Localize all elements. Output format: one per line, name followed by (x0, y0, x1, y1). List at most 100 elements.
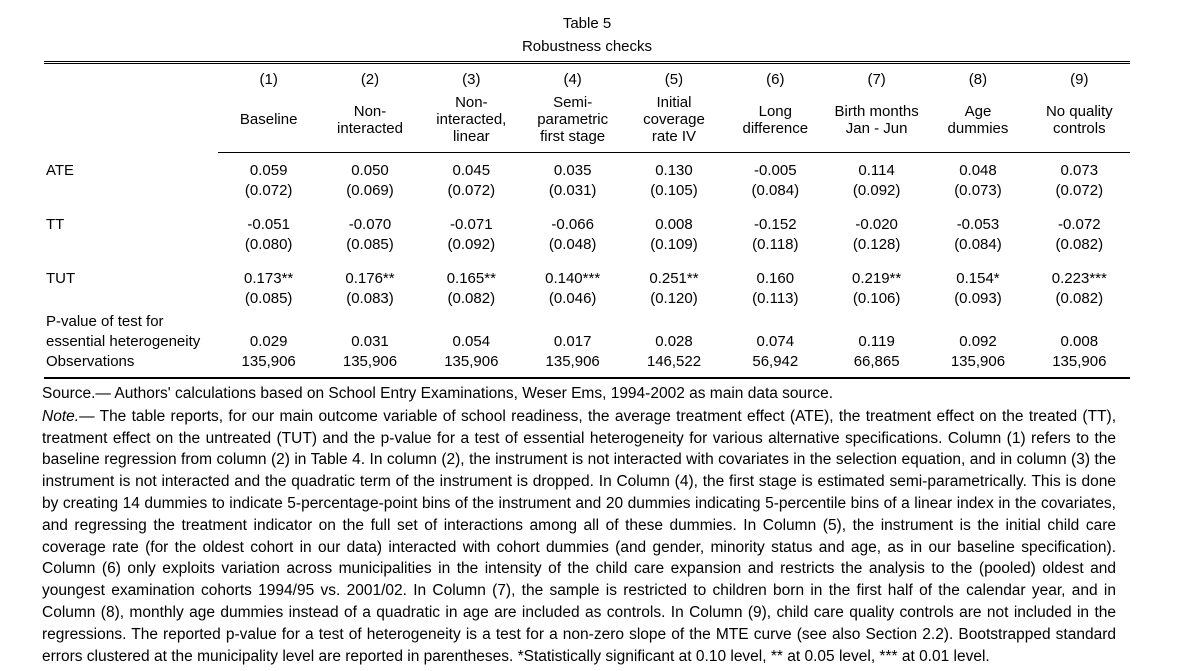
table-row-tut-estimates: TUT 0.173** 0.176** 0.165** 0.140*** 0.2… (44, 269, 1130, 289)
column-number: (8) (927, 61, 1029, 92)
estimate-cell: 0.219** (852, 270, 902, 287)
stderr-cell: (0.031) (548, 182, 597, 199)
stderr-cell: (0.082) (1055, 236, 1104, 253)
estimate-cell: 0.251** (649, 270, 699, 287)
stderr-cell: (0.072) (447, 182, 496, 199)
column-header: Age dummies (927, 92, 1029, 153)
column-header: Baseline (218, 92, 320, 153)
column-number: (3) (420, 61, 522, 92)
stderr-cell: (0.118) (752, 236, 799, 253)
stderr-cell: (0.092) (852, 182, 901, 199)
stderr-cell: (0.084) (751, 182, 800, 199)
stderr-cell: (0.082) (447, 290, 496, 307)
estimate-cell: 0.035 (553, 162, 592, 179)
stderr-cell: (0.069) (346, 182, 394, 199)
stderr-cell: (0.093) (954, 290, 1002, 307)
estimate-cell: 0.160 (756, 270, 795, 287)
observations-cell: 135,906 (521, 352, 624, 379)
stderr-cell: (0.072) (244, 182, 293, 199)
estimate-cell: -0.020 (855, 216, 898, 233)
estimate-cell: 0.045 (452, 162, 491, 179)
pvalue-cell: 0.029 (249, 333, 288, 350)
stderr-cell: (0.105) (650, 182, 698, 199)
estimate-cell: 0.140*** (545, 270, 601, 287)
estimate-cell: -0.053 (956, 216, 1000, 233)
stderr-cell: (0.113) (752, 290, 799, 307)
estimate-cell: 0.050 (351, 162, 389, 179)
stderr-cell: (0.080) (244, 236, 293, 253)
observations-cell: 146,522 (623, 352, 725, 379)
row-label: ATE (46, 161, 75, 179)
stderr-cell: (0.085) (244, 290, 293, 307)
stderr-cell: (0.109) (650, 236, 698, 253)
table-row-pvalue-label: P-value of test for (44, 312, 1130, 332)
stderr-cell: (0.085) (346, 236, 394, 253)
pvalue-cell: 0.017 (553, 333, 592, 350)
table-number: Table 5 (562, 15, 612, 32)
estimate-cell: 0.154* (956, 270, 1000, 287)
estimate-cell: -0.066 (551, 216, 594, 233)
column-header: Non- interacted, linear (420, 92, 522, 153)
pvalue-cell: 0.092 (959, 333, 997, 350)
estimate-cell: 0.008 (655, 216, 693, 233)
stderr-cell: (0.082) (1055, 290, 1104, 307)
stderr-cell: (0.072) (1055, 182, 1104, 199)
table-row-ate-stderrors: (0.072) (0.069) (0.072) (0.031) (0.105) … (44, 181, 1130, 215)
estimate-cell: -0.005 (754, 162, 797, 179)
estimate-cell: 0.130 (655, 162, 693, 179)
column-number-row: (1) (2) (3) (4) (5) (6) (7) (8) (9) (44, 61, 1130, 92)
estimate-cell: -0.051 (247, 216, 290, 233)
observations-cell: 135,906 (319, 352, 421, 379)
stderr-cell: (0.128) (852, 236, 901, 253)
stderr-cell: (0.120) (650, 290, 698, 307)
table-caption: Robustness checks (521, 38, 653, 55)
source-note: Source.— Authors' calculations based on … (42, 385, 834, 402)
column-number: (7) (825, 61, 928, 92)
estimate-cell: 0.048 (959, 162, 997, 179)
estimate-cell: 0.114 (858, 162, 895, 179)
estimate-cell: 0.059 (249, 162, 288, 179)
corner-cell (44, 61, 218, 92)
estimate-cell: -0.152 (754, 216, 797, 233)
row-label (44, 289, 218, 312)
table-row-observations: Observations 135,906 135,906 135,906 135… (44, 352, 1130, 379)
table-row-tt-estimates: TT -0.051 -0.070 -0.071 -0.066 0.008 -0.… (44, 215, 1130, 235)
table-notes: Source.— Authors' calculations based on … (42, 383, 1116, 667)
column-number: (4) (521, 61, 624, 92)
pvalue-cell: 0.119 (858, 333, 895, 350)
estimate-cell: -0.070 (348, 216, 392, 233)
pvalue-cell: 0.054 (452, 333, 491, 350)
row-label: P-value of test for (46, 313, 164, 330)
estimate-cell: -0.071 (450, 216, 493, 233)
robustness-table: (1) (2) (3) (4) (5) (6) (7) (8) (9) Base… (44, 61, 1130, 379)
column-header: Non- interacted (319, 92, 421, 153)
estimate-cell: 0.176** (345, 270, 395, 287)
row-label: TUT (46, 270, 76, 287)
row-label (44, 235, 218, 269)
empty-cells (218, 312, 1130, 332)
stderr-cell: (0.092) (447, 236, 496, 253)
column-header: Initial coverage rate IV (623, 92, 725, 153)
stderr-cell: (0.073) (954, 182, 1002, 199)
column-number: (9) (1028, 61, 1130, 92)
column-number: (6) (724, 61, 826, 92)
estimate-cell: 0.173** (244, 270, 294, 287)
column-header: No quality controls (1028, 92, 1130, 153)
pvalue-cell: 0.031 (351, 333, 389, 350)
column-header: Birth months Jan - Jun (825, 92, 928, 153)
row-label: TT (46, 216, 65, 233)
observations-cell: 135,906 (218, 352, 320, 379)
table-row-tt-stderrors: (0.080) (0.085) (0.092) (0.048) (0.109) … (44, 235, 1130, 269)
observations-cell: 135,906 (1028, 352, 1130, 379)
pvalue-cell: 0.074 (756, 333, 795, 350)
note-label: Note. (42, 407, 80, 425)
estimate-cell: 0.223*** (1051, 270, 1107, 287)
column-header: Long difference (724, 92, 826, 153)
estimate-cell: 0.165** (446, 270, 496, 287)
column-number: (1) (218, 61, 320, 92)
corner-cell (44, 92, 218, 153)
pvalue-cell: 0.028 (655, 333, 693, 350)
row-label (44, 181, 218, 215)
row-label: Observations (44, 352, 218, 379)
